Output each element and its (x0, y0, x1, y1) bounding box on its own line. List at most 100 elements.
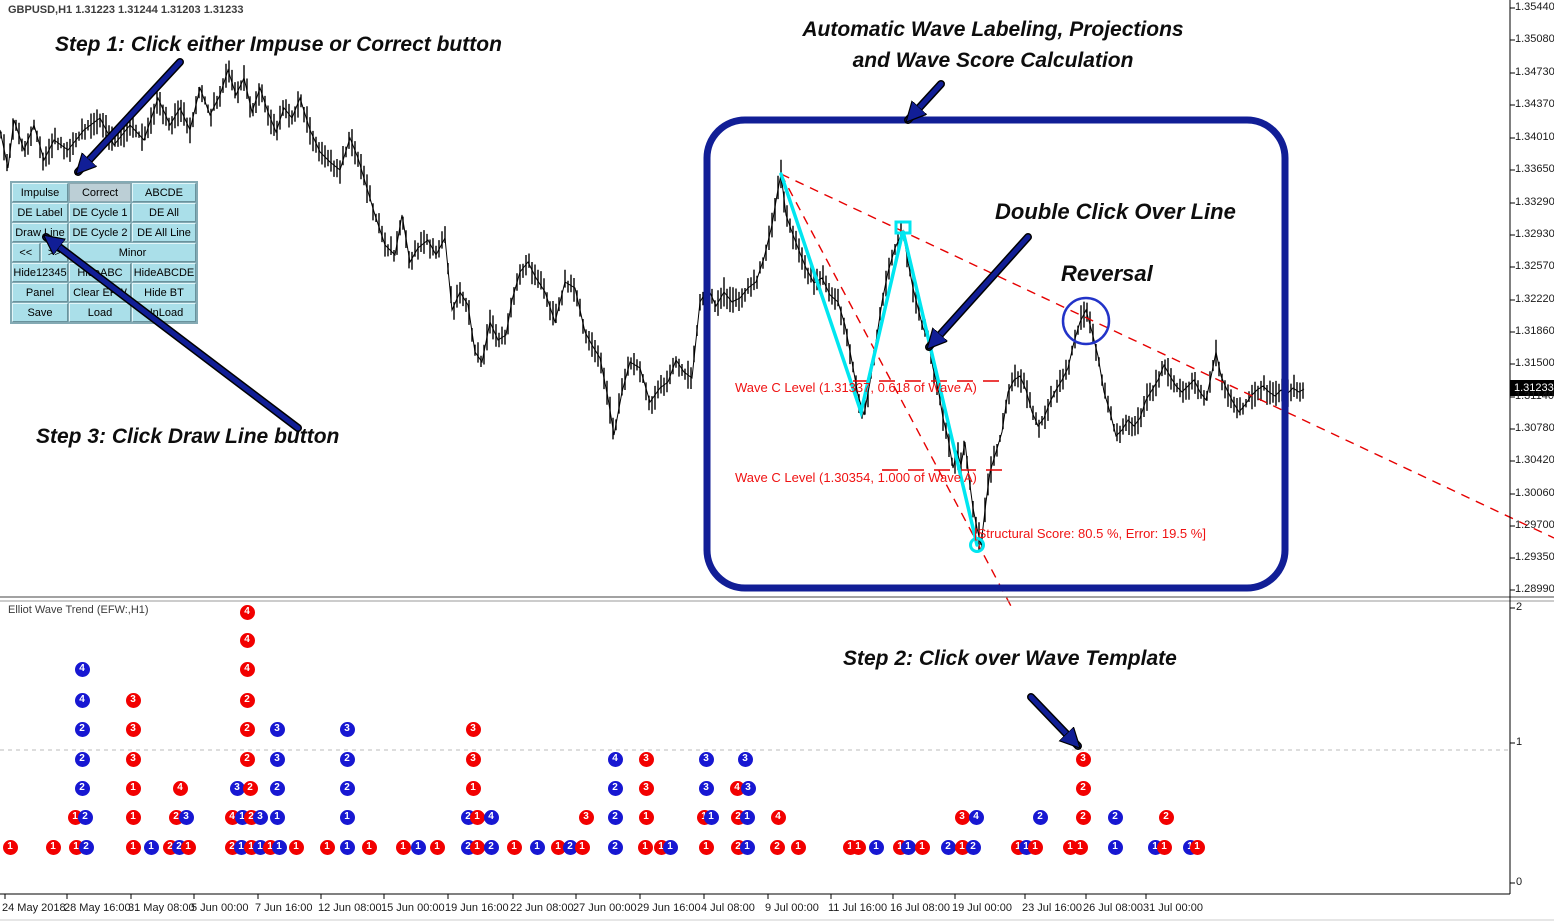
button-load[interactable]: Load (69, 303, 131, 322)
wave-template-dot[interactable]: 1 (550, 839, 566, 855)
wave-template-dot[interactable]: 1 (914, 839, 930, 855)
wave-template-dot[interactable]: 1 (180, 839, 196, 855)
button-hide-bt[interactable]: Hide BT (132, 283, 196, 302)
wave-template-dot[interactable]: 2 (77, 809, 93, 825)
wave-template-dot[interactable]: 2 (242, 780, 258, 796)
button-correct[interactable]: Correct (69, 183, 131, 202)
wave-template-dot[interactable]: 3 (578, 809, 594, 825)
button-de-cycle-1[interactable]: DE Cycle 1 (69, 203, 131, 222)
wave-template-dot[interactable]: 3 (1075, 751, 1091, 767)
wave-template-dot[interactable]: 1 (125, 809, 141, 825)
button-unload[interactable]: UnLoad (132, 303, 196, 322)
wave-template-dot[interactable]: 2 (1075, 780, 1091, 796)
wave-template-dot[interactable]: 3 (638, 780, 654, 796)
wave-template-dot[interactable]: 1 (529, 839, 545, 855)
wave-template-dot[interactable]: 1 (637, 839, 653, 855)
button-de-label[interactable]: DE Label (12, 203, 68, 222)
wave-template-dot[interactable]: 3 (698, 751, 714, 767)
wave-template-dot[interactable]: 1 (45, 839, 61, 855)
wave-template-dot[interactable]: 2 (78, 839, 94, 855)
wave-template-dot[interactable]: 2 (769, 839, 785, 855)
wave-template-dot[interactable]: 2 (607, 809, 623, 825)
wave-template-dot[interactable]: 4 (74, 692, 90, 708)
wave-template-dot[interactable]: 2 (74, 780, 90, 796)
wave-template-dot[interactable]: 4 (770, 809, 786, 825)
wave-template-dot[interactable]: 3 (638, 751, 654, 767)
button-next[interactable]: >> (40, 243, 68, 262)
wave-template-dot[interactable]: 3 (737, 751, 753, 767)
wave-template-dot[interactable]: 3 (125, 692, 141, 708)
wave-template-dot[interactable]: 1 (790, 839, 806, 855)
wave-template-dot[interactable]: 4 (483, 809, 499, 825)
button-de-cycle-2[interactable]: DE Cycle 2 (69, 223, 131, 242)
wave-template-dot[interactable]: 1 (638, 809, 654, 825)
wave-template-dot[interactable]: 1 (339, 839, 355, 855)
button-de-all[interactable]: DE All (132, 203, 196, 222)
wave-template-dot[interactable]: 3 (339, 721, 355, 737)
wave-template-dot[interactable]: 1 (1027, 839, 1043, 855)
wave-template-dot[interactable]: 1 (469, 839, 485, 855)
wave-template-dot[interactable]: 2 (339, 751, 355, 767)
wave-template-dot[interactable]: 1 (850, 839, 866, 855)
wave-template-dot[interactable]: 4 (607, 751, 623, 767)
wave-template-dot[interactable]: 3 (740, 780, 756, 796)
wave-template-dot[interactable]: 2 (239, 721, 255, 737)
wave-template-dot[interactable]: 2 (74, 751, 90, 767)
wave-template-dot[interactable]: 1 (868, 839, 884, 855)
wave-template-dot[interactable]: 1 (269, 809, 285, 825)
wave-template-dot[interactable]: 2 (607, 839, 623, 855)
wave-template-dot[interactable]: 3 (465, 721, 481, 737)
wave-template-dot[interactable]: 2 (965, 839, 981, 855)
button-abcde[interactable]: ABCDE (132, 183, 196, 202)
wave-template-dot[interactable]: 3 (178, 809, 194, 825)
button-hideabc[interactable]: HideABC (69, 263, 131, 282)
button-panel[interactable]: Panel (12, 283, 68, 302)
wave-template-dot[interactable]: 1 (125, 780, 141, 796)
wave-template-dot[interactable]: 3 (125, 721, 141, 737)
wave-template-dot[interactable]: 1 (395, 839, 411, 855)
wave-template-dot[interactable]: 1 (1107, 839, 1123, 855)
button-de-all-line[interactable]: DE All Line (132, 223, 196, 242)
wave-template-dot[interactable]: 1 (698, 839, 714, 855)
wave-template-dot[interactable]: 1 (271, 839, 287, 855)
wave-template-dot[interactable]: 2 (1075, 809, 1091, 825)
wave-template-dot[interactable]: 1 (319, 839, 335, 855)
wave-template-dot[interactable]: 2 (239, 751, 255, 767)
wave-template-dot[interactable]: 3 (954, 809, 970, 825)
wave-template-dot[interactable]: 1 (339, 809, 355, 825)
wave-template-dot[interactable]: 3 (252, 809, 268, 825)
wave-template-dot[interactable]: 1 (465, 780, 481, 796)
button-clear-efw[interactable]: Clear EFW (69, 283, 131, 302)
wave-template-dot[interactable]: 1 (739, 809, 755, 825)
wave-template-dot[interactable]: 2 (339, 780, 355, 796)
wave-template-dot[interactable]: 2 (239, 692, 255, 708)
wave-template-dot[interactable]: 2 (269, 780, 285, 796)
button-hideabcde[interactable]: HideABCDE (132, 263, 196, 282)
wave-template-dot[interactable]: 2 (1158, 809, 1174, 825)
wave-template-dot[interactable]: 1 (1189, 839, 1205, 855)
wave-template-dot[interactable]: 3 (465, 751, 481, 767)
wave-template-dot[interactable]: 1 (506, 839, 522, 855)
wave-template-dot[interactable]: 4 (968, 809, 984, 825)
wave-template-dot[interactable]: 3 (269, 751, 285, 767)
button-prev[interactable]: << (12, 243, 40, 262)
wave-template-dot[interactable]: 1 (143, 839, 159, 855)
wave-template-dot[interactable]: 4 (239, 632, 255, 648)
button-hide12345[interactable]: Hide12345 (12, 263, 68, 282)
wave-template-dot[interactable]: 3 (698, 780, 714, 796)
wave-template-dot[interactable]: 1 (703, 809, 719, 825)
button-draw-line[interactable]: Draw Line (12, 223, 68, 242)
button-save[interactable]: Save (12, 303, 68, 322)
wave-template-dot[interactable]: 3 (229, 780, 245, 796)
wave-template-dot[interactable]: 1 (900, 839, 916, 855)
wave-template-dot[interactable]: 1 (1156, 839, 1172, 855)
wave-template-dot[interactable]: 4 (239, 661, 255, 677)
wave-template-dot[interactable]: 1 (410, 839, 426, 855)
wave-template-dot[interactable]: 2 (1107, 809, 1123, 825)
wave-template-dot[interactable]: 2 (1032, 809, 1048, 825)
wave-template-dot[interactable]: 1 (739, 839, 755, 855)
wave-template-dot[interactable]: 2 (607, 780, 623, 796)
wave-template-dot[interactable]: 4 (239, 604, 255, 620)
wave-template-dot[interactable]: 3 (125, 751, 141, 767)
